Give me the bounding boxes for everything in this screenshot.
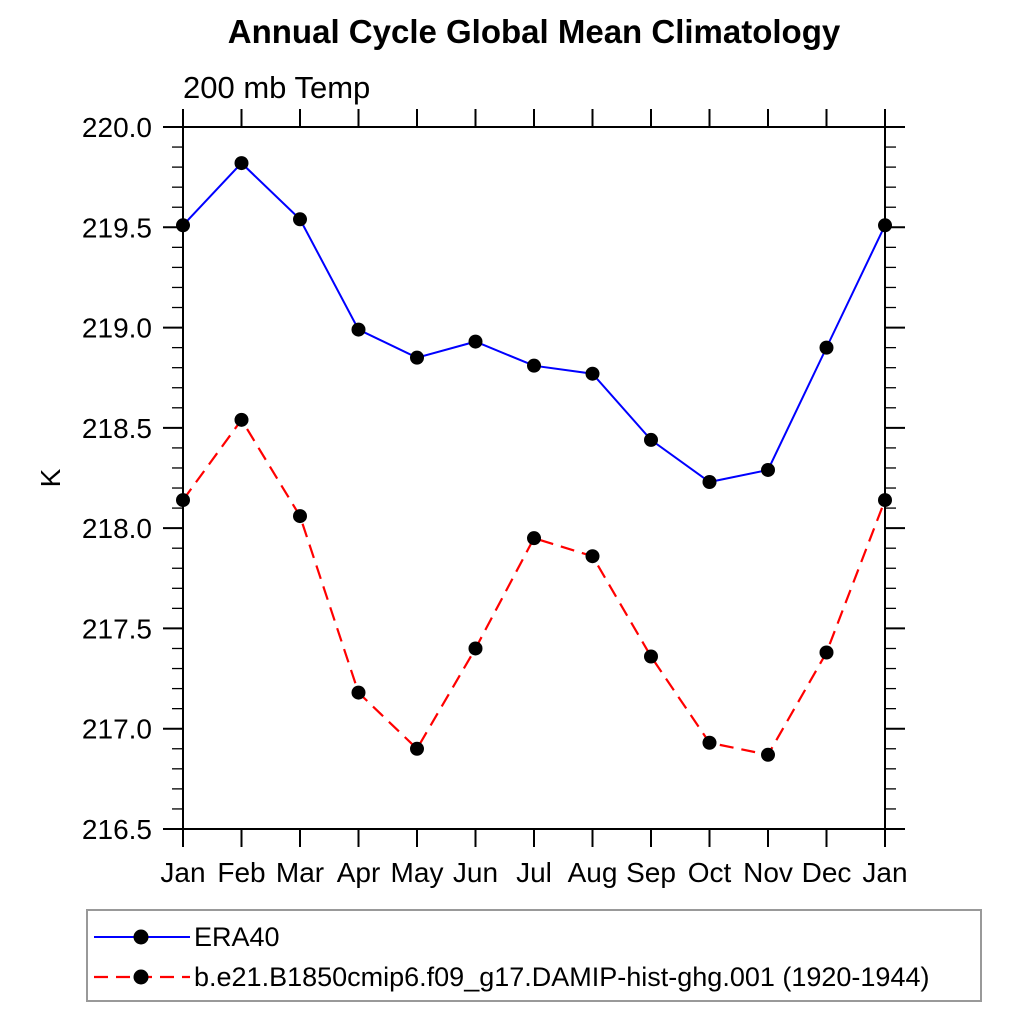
- series-line-1: [182, 417, 887, 757]
- data-point-marker: [585, 549, 600, 564]
- x-tick-label: Nov: [743, 857, 793, 888]
- data-point-marker: [176, 493, 190, 508]
- data-point-marker: [819, 645, 834, 660]
- data-point-marker: [293, 212, 307, 227]
- x-tick-label: Jun: [453, 857, 498, 888]
- x-tick-label: Feb: [217, 857, 265, 888]
- data-point-marker: [468, 334, 483, 349]
- plot-frame: [182, 126, 886, 830]
- data-point-marker: [176, 218, 190, 233]
- series-line-0: [182, 161, 886, 484]
- data-point-marker: [351, 685, 366, 700]
- legend-label-model: b.e21.B1850cmip6.f09_g17.DAMIP-hist-ghg.…: [194, 961, 930, 992]
- y-tick-label: 216.5: [82, 814, 152, 845]
- axes: [182, 126, 886, 830]
- y-tick-label: 220.0: [82, 112, 152, 143]
- legend-box: ERA40 b.e21.B1850cmip6.f09_g17.DAMIP-his…: [86, 909, 982, 1002]
- data-point-marker: [761, 462, 775, 477]
- y-axis-label: K: [35, 468, 66, 487]
- data-point-marker: [527, 358, 541, 373]
- series-group: [176, 156, 892, 762]
- x-tick-label: Dec: [802, 857, 852, 888]
- data-point-marker: [878, 218, 892, 233]
- data-point-marker: [702, 735, 717, 750]
- legend-item-era40: ERA40: [93, 917, 980, 957]
- legend-label-era40: ERA40: [194, 921, 280, 952]
- data-point-marker: [293, 509, 307, 524]
- data-point-marker: [234, 156, 249, 171]
- data-point-marker: [351, 322, 366, 337]
- legend-line-sample-dashed: [94, 969, 190, 985]
- data-point-marker: [527, 531, 541, 546]
- y-tick-label: 219.0: [82, 313, 152, 344]
- axis-ticks: [163, 109, 905, 847]
- data-point-marker: [234, 412, 249, 427]
- chart-subtitle: 200 mb Temp: [183, 70, 371, 105]
- x-tick-label: Mar: [276, 857, 324, 888]
- data-point-marker: [644, 649, 658, 664]
- y-tick-label: 217.5: [82, 613, 152, 644]
- legend-line-sample-solid: [94, 929, 190, 945]
- x-tick-label: Jan: [160, 857, 205, 888]
- data-point-marker: [702, 475, 717, 490]
- data-point-marker: [878, 493, 892, 508]
- x-tick-label: Oct: [688, 857, 732, 888]
- x-tick-label: May: [391, 857, 444, 888]
- legend-item-model: b.e21.B1850cmip6.f09_g17.DAMIP-hist-ghg.…: [93, 957, 980, 997]
- x-tick-label: Jul: [516, 857, 552, 888]
- data-point-marker: [585, 366, 600, 381]
- x-tick-label: Jan: [862, 857, 907, 888]
- legend-marker-dot-icon: [133, 969, 149, 985]
- data-point-marker: [644, 432, 658, 447]
- data-point-marker: [410, 350, 424, 365]
- x-tick-label: Aug: [568, 857, 618, 888]
- axis-tick-labels: Jan Feb Mar Apr May Jun Jul Aug Sep Oct Nov Dec Jan 2…: [82, 112, 908, 888]
- y-tick-label: 219.5: [82, 212, 152, 243]
- data-point-marker: [410, 741, 424, 756]
- data-point-marker: [819, 340, 834, 355]
- y-tick-label: 218.5: [82, 413, 152, 444]
- x-tick-label: Apr: [337, 857, 381, 888]
- data-point-marker: [468, 641, 483, 656]
- y-tick-label: 218.0: [82, 513, 152, 544]
- chart-title: Annual Cycle Global Mean Climatology: [227, 13, 841, 50]
- legend-marker-dot-icon: [133, 929, 149, 945]
- y-tick-label: 217.0: [82, 714, 152, 745]
- data-point-marker: [761, 747, 775, 762]
- x-tick-label: Sep: [626, 857, 676, 888]
